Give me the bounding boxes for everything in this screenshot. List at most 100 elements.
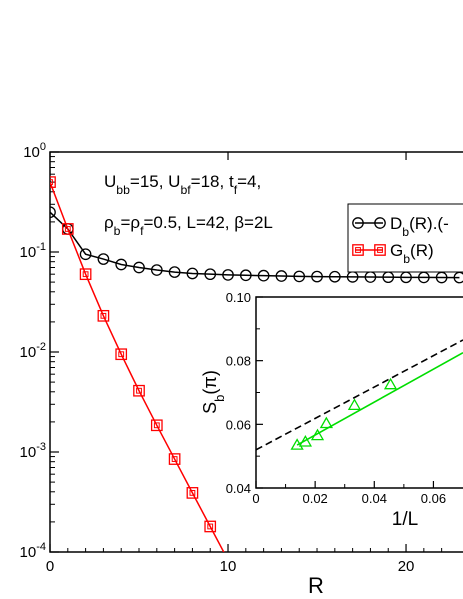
subscript-text: bf — [180, 183, 191, 197]
label-text: D — [390, 214, 402, 233]
data-point-square-inner — [355, 247, 361, 253]
label-text: (R).(- — [409, 214, 449, 233]
inset-y-tick-label: 0.04 — [226, 481, 251, 496]
y-tick-base: 10 — [20, 344, 37, 361]
y-tick-exponent: -2 — [36, 341, 46, 353]
data-point-circle — [133, 261, 145, 274]
y-tick-exponent: -4 — [36, 541, 46, 553]
data-point-square-inner — [377, 247, 383, 253]
data-point-circle — [79, 248, 92, 261]
parameter-annotation-line2: ρb=ρf=0.5, L=42, β=2L — [104, 213, 273, 238]
series-line — [50, 181, 225, 552]
data-point-square — [61, 223, 74, 235]
data-point-square — [150, 419, 163, 432]
subscript-text: bb — [116, 183, 130, 197]
inset-y-tick-label: 0.08 — [226, 354, 251, 369]
inset-x-tick-label: 0 — [252, 491, 259, 506]
y-tick-base: 10 — [20, 544, 37, 561]
data-point-circle — [150, 264, 163, 276]
inset-x-tick-label: 0.06 — [421, 491, 446, 506]
y-tick-label: 10-4 — [20, 541, 46, 561]
inset-y-axis-label: Sb(π) — [200, 370, 227, 414]
main-x-axis-label: R — [308, 573, 324, 598]
data-point-square — [204, 520, 217, 533]
legend-entry-label: Gb(R) — [390, 241, 434, 266]
inset-y-tick-label: 0.06 — [226, 417, 251, 432]
inset-dashed-line — [256, 339, 463, 451]
data-point-circle — [311, 270, 323, 283]
label-text: (R) — [410, 241, 434, 260]
data-point-square-inner — [153, 422, 160, 429]
subscript-text: b — [114, 224, 121, 238]
inset-series-group — [256, 339, 463, 451]
data-point-circle — [374, 217, 386, 229]
y-tick-label: 10-3 — [20, 441, 46, 461]
data-point-square — [115, 348, 128, 361]
label-text: =15, U — [130, 172, 181, 191]
label-text: ρ — [104, 213, 114, 232]
series-line — [50, 211, 460, 279]
data-point-circle — [186, 267, 199, 280]
data-point-circle — [293, 270, 306, 283]
inset-x-tick-label: 0.04 — [362, 491, 387, 506]
data-point-square — [186, 487, 199, 499]
y-tick-base: 10 — [20, 444, 37, 461]
x-tick-label: 20 — [398, 558, 415, 575]
data-point-square — [168, 453, 181, 465]
label-text: =18, t — [191, 172, 234, 191]
label-text: S — [200, 402, 220, 414]
subscript-text: f — [140, 224, 144, 238]
legend: Db(R).(-Gb(R) — [347, 203, 463, 273]
data-point-circle — [168, 266, 181, 278]
data-point-circle — [115, 258, 128, 271]
y-tick-label: 10-1 — [20, 241, 46, 261]
data-point-square-inner — [189, 489, 196, 496]
label-text: G — [390, 241, 403, 260]
data-point-square-inner — [171, 456, 178, 462]
data-point-triangle — [383, 377, 398, 390]
inset-x-tick-label: 0.02 — [302, 491, 327, 506]
y-tick-exponent: -3 — [36, 441, 46, 453]
x-tick-label: 0 — [46, 558, 54, 575]
label-text: =4, — [237, 172, 261, 191]
data-point-square — [79, 268, 92, 281]
data-point-square-inner — [136, 387, 142, 394]
data-point-square-inner — [100, 312, 107, 319]
data-point-circle — [239, 269, 252, 282]
subscript-text: b — [403, 252, 410, 266]
y-tick-label: 10-2 — [20, 341, 46, 361]
data-point-square — [374, 244, 386, 256]
y-tick-exponent: -1 — [36, 241, 46, 253]
inset-plot-frame — [255, 296, 463, 489]
inset-axis-ticks: 0 0.02 0.04 0.06 0.04 0.06 0.08 0.10 — [226, 290, 446, 506]
y-tick-base: 10 — [20, 244, 37, 261]
data-point-square — [133, 384, 145, 397]
data-point-square-inner — [207, 523, 214, 530]
y-tick-base: 10 — [23, 144, 40, 161]
label-text: =ρ — [120, 213, 140, 232]
data-point-square — [352, 244, 364, 256]
data-point-circle — [257, 269, 270, 282]
data-point-circle — [222, 269, 234, 281]
label-text: =0.5, L=42, β=2L — [144, 213, 273, 232]
data-point-circle — [275, 270, 288, 282]
legend-entry-label: Db(R).(- — [390, 214, 449, 239]
data-point-circle — [50, 206, 56, 219]
main-series-group — [50, 176, 463, 552]
label-text: U — [104, 172, 116, 191]
inset-fit-line — [296, 352, 463, 446]
parameter-annotation-line1: Ubb=15, Ubf=18, tf=4, — [104, 172, 261, 197]
legend-box — [347, 203, 463, 273]
subscript-text: b — [212, 395, 227, 402]
y-tick-label: 100 — [23, 141, 46, 161]
data-point-circle — [352, 217, 364, 229]
data-point-triangle — [347, 398, 362, 411]
subscript-text: b — [402, 225, 409, 239]
data-point-circle — [97, 253, 110, 265]
data-point-square — [97, 309, 110, 322]
data-point-square-inner — [50, 179, 53, 186]
data-point-circle — [328, 270, 341, 283]
label-text: (π) — [200, 370, 220, 394]
